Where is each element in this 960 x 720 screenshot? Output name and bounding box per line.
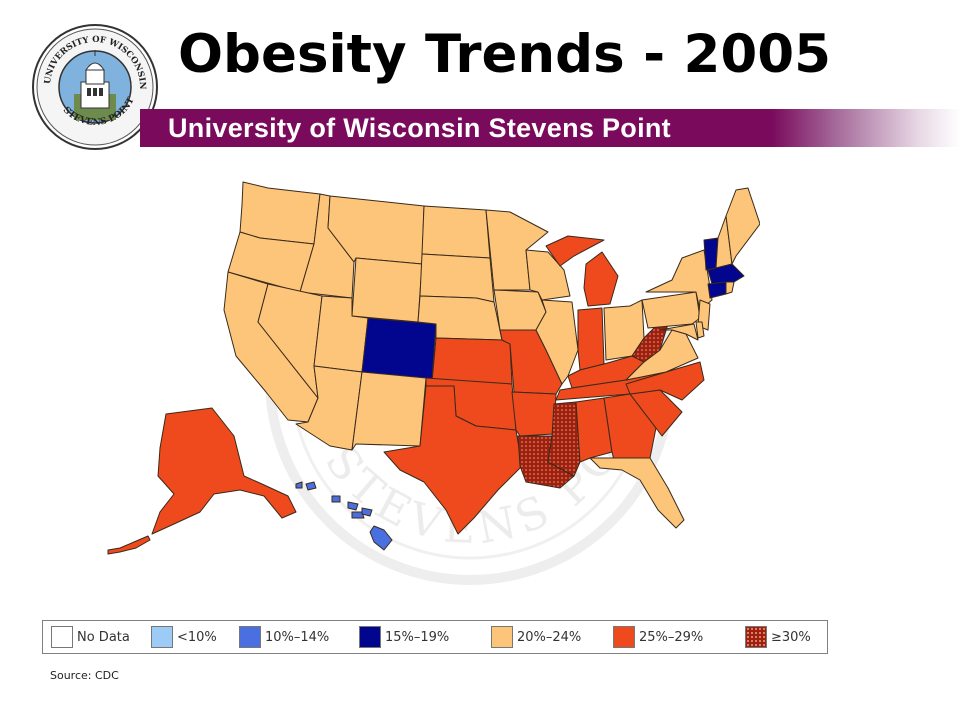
state-alabama bbox=[575, 397, 613, 463]
state-hawaii-5 bbox=[351, 511, 365, 519]
legend-item-15-19: 15%–19% bbox=[359, 626, 449, 648]
legend-swatch bbox=[745, 626, 767, 648]
us-obesity-map bbox=[107, 181, 760, 555]
state-alaska-islands bbox=[107, 535, 151, 555]
subtitle: University of Wisconsin Stevens Point bbox=[168, 113, 671, 143]
legend-item-under-10: <10% bbox=[151, 626, 217, 648]
legend-item-30-plus: ≥30% bbox=[745, 626, 811, 648]
state-connecticut bbox=[707, 281, 727, 299]
state-iowa bbox=[493, 289, 547, 331]
state-new-york bbox=[645, 249, 713, 311]
state-maryland bbox=[659, 323, 699, 341]
legend-label: 15%–19% bbox=[385, 629, 450, 645]
legend-item-no-data: No Data bbox=[51, 626, 130, 648]
state-hawaii-4 bbox=[347, 501, 359, 511]
subtitle-banner bbox=[140, 109, 960, 147]
legend-label: ≥30% bbox=[771, 629, 811, 645]
state-virginia bbox=[625, 329, 699, 381]
university-seal: UNIVERSITY OF WISCONSIN STEVENS POINT bbox=[32, 24, 158, 150]
state-massachusetts bbox=[707, 263, 745, 285]
legend-item-10-14: 10%–14% bbox=[239, 626, 329, 648]
state-washington bbox=[239, 181, 321, 245]
legend-label: 20%–24% bbox=[517, 629, 582, 645]
state-hawaii-big-island bbox=[369, 525, 393, 551]
legend-label: 10%–14% bbox=[265, 629, 330, 645]
legend-item-20-24: 20%–24% bbox=[491, 626, 581, 648]
state-north-dakota bbox=[421, 205, 491, 259]
legend-swatch bbox=[151, 626, 173, 648]
state-new-mexico bbox=[351, 371, 427, 451]
legend-swatch bbox=[239, 626, 261, 648]
state-michigan bbox=[583, 251, 619, 307]
state-kansas bbox=[431, 337, 513, 385]
state-rhode-island bbox=[725, 281, 735, 295]
legend-item-25-29: 25%–29% bbox=[613, 626, 703, 648]
state-alaska bbox=[151, 407, 297, 535]
legend-label: No Data bbox=[77, 629, 130, 645]
source-note: Source: CDC bbox=[50, 669, 119, 682]
state-maine bbox=[725, 187, 760, 265]
state-wyoming bbox=[351, 257, 423, 323]
legend: No Data <10% 10%–14% 15%–19% 20%–24% 25%… bbox=[42, 620, 828, 654]
state-south-dakota bbox=[419, 253, 495, 303]
state-hawaii-6 bbox=[361, 507, 373, 517]
state-texas bbox=[383, 385, 523, 535]
state-hawaii-2 bbox=[305, 481, 317, 491]
legend-label: <10% bbox=[177, 629, 217, 645]
state-hawaii-1 bbox=[295, 481, 303, 489]
legend-swatch bbox=[491, 626, 513, 648]
state-illinois bbox=[535, 299, 579, 385]
state-indiana bbox=[577, 307, 605, 371]
state-florida bbox=[589, 457, 685, 529]
state-north-carolina bbox=[625, 361, 705, 401]
state-hawaii-3 bbox=[331, 495, 341, 503]
state-wisconsin bbox=[525, 249, 571, 301]
legend-swatch bbox=[613, 626, 635, 648]
page-title: Obesity Trends - 2005 bbox=[178, 24, 832, 85]
state-pennsylvania bbox=[641, 291, 701, 329]
legend-swatch bbox=[359, 626, 381, 648]
state-delaware bbox=[695, 321, 705, 339]
state-michigan-upper bbox=[545, 235, 605, 267]
legend-swatch bbox=[51, 626, 73, 648]
state-colorado bbox=[361, 317, 437, 381]
state-arkansas bbox=[511, 391, 557, 437]
legend-label: 25%–29% bbox=[639, 629, 704, 645]
